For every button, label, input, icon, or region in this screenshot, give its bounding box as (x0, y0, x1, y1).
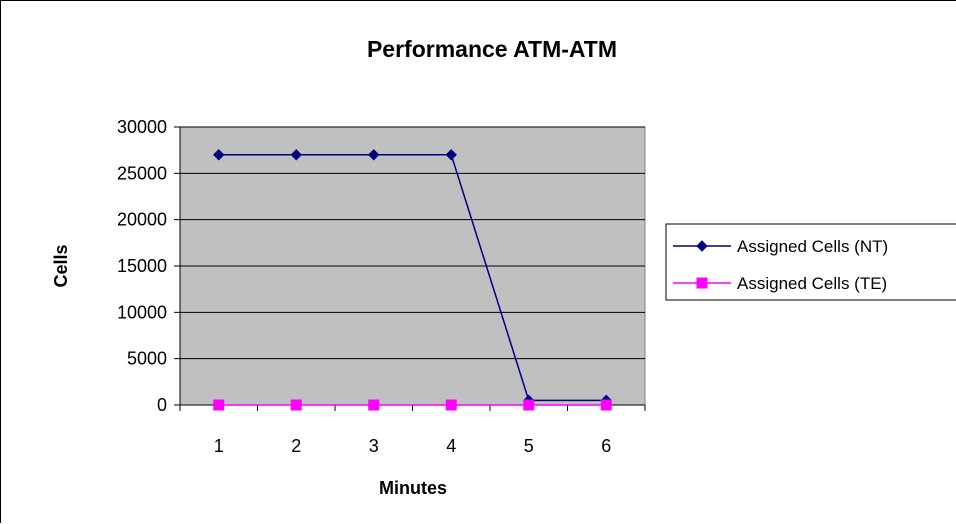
x-tick-label: 3 (369, 436, 379, 456)
x-axis-ticks: 1 2 3 4 5 6 (179, 405, 646, 456)
y-tick-label: 25000 (117, 163, 167, 183)
legend-item-1: Assigned Cells (NT) (673, 237, 888, 256)
legend-label: Assigned Cells (TE) (737, 274, 887, 293)
legend-item-2: Assigned Cells (TE) (673, 274, 887, 293)
data-point (213, 149, 225, 161)
x-tick-label: 2 (291, 436, 301, 456)
data-point (368, 149, 380, 161)
data-point (600, 399, 612, 411)
x-tick-label: 5 (524, 436, 534, 456)
x-axis-title: Minutes (379, 478, 447, 498)
x-tick-label: 6 (601, 436, 611, 456)
x-tick-label: 4 (446, 436, 456, 456)
legend-label: Assigned Cells (NT) (737, 237, 888, 256)
data-point (523, 399, 535, 411)
data-point (290, 149, 302, 161)
y-axis-title: Cells (51, 244, 71, 287)
data-point (445, 399, 457, 411)
y-tick-label: 5000 (127, 349, 167, 369)
x-tick-label: 1 (214, 436, 224, 456)
data-point (368, 399, 380, 411)
gridlines (180, 126, 645, 360)
series-layer (213, 149, 612, 411)
series-2 (213, 399, 612, 411)
y-tick-label: 15000 (117, 256, 167, 276)
legend-box (665, 223, 956, 301)
legend: Assigned Cells (NT) Assigned Cells (TE) (665, 223, 956, 301)
y-tick-label: 20000 (117, 210, 167, 230)
data-point (213, 399, 225, 411)
y-tick-label: 0 (157, 395, 167, 415)
series-line (218, 154, 607, 402)
chart-title: Performance ATM-ATM (367, 36, 617, 62)
y-tick-label: 30000 (117, 117, 167, 137)
data-point (290, 399, 302, 411)
y-tick-label: 10000 (117, 302, 167, 322)
y-axis-ticks: 0 5000 10000 15000 20000 25000 30000 (117, 117, 180, 415)
legend-marker (696, 240, 708, 252)
legend-items: Assigned Cells (NT) Assigned Cells (TE) (673, 237, 888, 293)
legend-marker (696, 277, 708, 289)
data-point (445, 149, 457, 161)
